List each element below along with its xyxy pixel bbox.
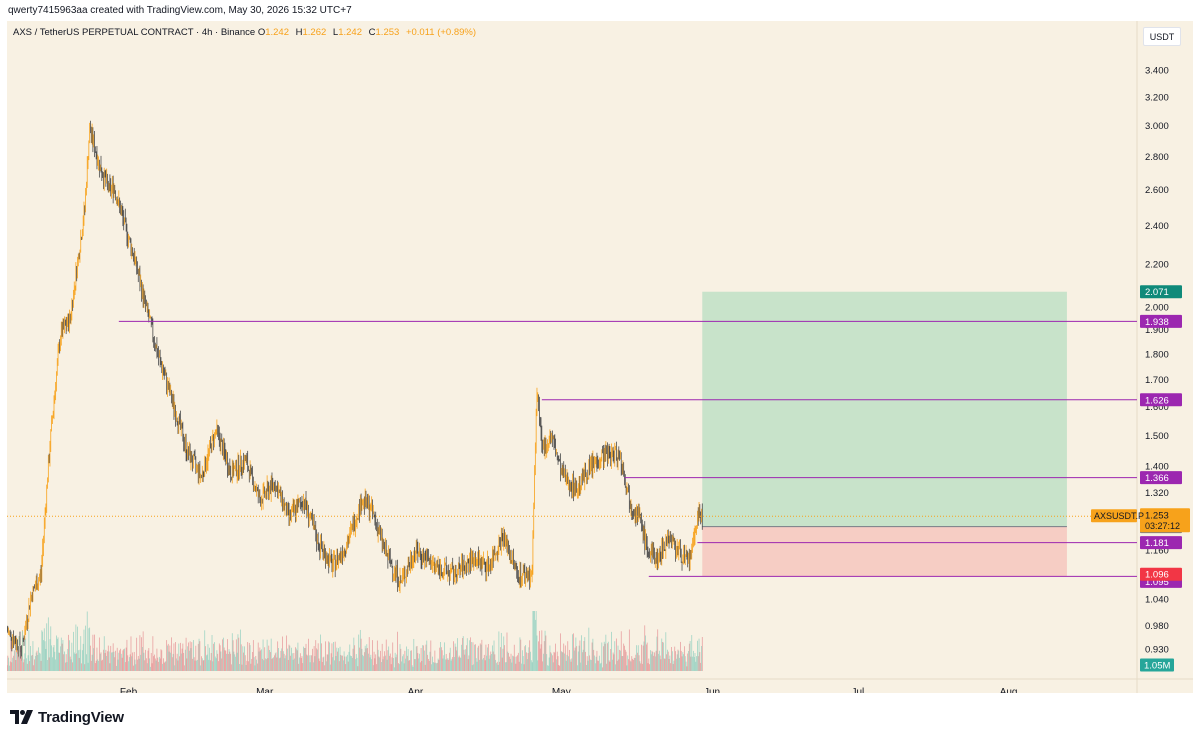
y-tick-2.200: 2.200 [1145,260,1169,271]
legend-close: 1.253 [375,27,400,38]
level-tag-1.366-bg [1140,471,1182,485]
legend-low: 1.242 [338,27,362,38]
level-tag-1.095: 1.095 [1145,577,1169,588]
level-tag-1.626-bg [1140,393,1182,407]
y-tick-3.000: 3.000 [1145,121,1169,132]
take-profit-tag-bg [1140,285,1182,299]
volume-tag-bg [1140,658,1174,672]
y-tick-1.700: 1.700 [1145,375,1169,386]
y-tick-1.160: 1.160 [1145,546,1169,557]
currency-button[interactable]: USDT [1143,27,1181,46]
symbol-tag: AXSUSDT.P [1094,511,1144,521]
y-tick-2.600: 2.600 [1145,185,1169,196]
legend-symbol: AXS / TetherUS PERPETUAL CONTRACT · 4h ·… [13,27,256,38]
price-chart[interactable]: 3.400 3.200 3.000 2.800 2.600 2.400 2.200 2.000… [7,21,1193,693]
x-tick-mar: Mar [256,687,274,693]
x-tick-jul: Jul [851,687,864,693]
level-tag-1.938-bg [1140,314,1182,328]
x-tick-apr: Apr [408,687,424,693]
y-tick-1.040: 1.040 [1145,594,1169,605]
loss-zone[interactable] [702,526,1067,576]
y-tick-1.600: 1.600 [1145,402,1169,413]
y-tick-3.400: 3.400 [1145,65,1169,76]
x-tick-jun: Jun [704,687,720,693]
y-tick-0.930: 0.930 [1145,644,1169,655]
y-tick-2.800: 2.800 [1145,152,1169,163]
x-tick-feb: Feb [120,687,138,693]
level-tag-1.366: 1.366 [1145,473,1169,484]
profit-zone[interactable] [702,291,1067,527]
legend-l-label: L [332,27,339,38]
chart-credit: qwerty7415963aa created with TradingView… [8,5,352,16]
x-tick-may: May [552,687,571,693]
y-tick-1.400: 1.400 [1145,462,1169,473]
tradingview-logo-icon [10,710,33,724]
legend-c-label: C [368,27,376,38]
tradingview-wordmark: TradingView [38,708,124,726]
symbol-tag-bg [1091,509,1137,523]
level-tag-1.626: 1.626 [1145,395,1169,406]
tradingview-logo[interactable]: TradingView [10,707,124,727]
level-tag-1.181-bg [1140,536,1182,550]
level-tag-1.938: 1.938 [1145,317,1169,328]
stop-tag: 1.096 [1145,570,1169,581]
legend-high: 1.262 [302,27,327,38]
y-tick-1.320: 1.320 [1145,488,1169,499]
legend-h-label: H [295,27,303,38]
legend-open: 1.242 [265,27,289,38]
bar-countdown: 03:27:12 [1145,521,1180,531]
ohlc-legend: AXS / TetherUS PERPETUAL CONTRACT · 4h ·… [13,27,476,38]
y-tick-1.500: 1.500 [1145,431,1169,442]
chart-frame[interactable]: 3.400 3.200 3.000 2.800 2.600 2.400 2.200 2.000… [7,21,1193,693]
y-tick-1.800: 1.800 [1145,349,1169,360]
current-price-tag-bg [1140,508,1190,533]
stop-tag-bg [1140,567,1182,581]
current-price-tag: 1.253 [1145,511,1169,522]
y-tick-2.400: 2.400 [1145,221,1169,232]
y-tick-0.980: 0.980 [1145,621,1169,632]
legend-o-label: O [257,27,266,38]
take-profit-tag: 2.071 [1145,287,1169,298]
volume-tag: 1.05M [1144,661,1170,672]
legend-change: +0.011 (+0.89%) [405,27,477,38]
y-tick-3.200: 3.200 [1145,92,1169,103]
x-tick-aug: Aug [1000,687,1018,693]
level-tag-1.181: 1.181 [1145,538,1169,549]
y-tick-1.900: 1.900 [1145,325,1169,336]
y-tick-2.000: 2.000 [1145,302,1169,313]
